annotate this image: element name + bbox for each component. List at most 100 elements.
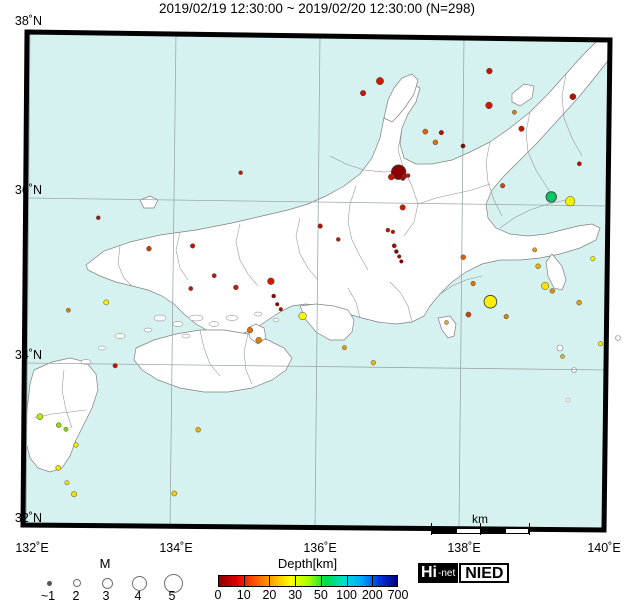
epicenter-marker[interactable] (146, 246, 152, 252)
epicenter-marker[interactable] (405, 173, 411, 178)
epicenter-marker[interactable] (211, 273, 217, 279)
epicenter-marker[interactable] (275, 302, 280, 307)
epicenter-marker[interactable] (518, 125, 525, 132)
epicenter-marker[interactable] (238, 170, 243, 175)
epicenter-markers[interactable] (36, 67, 604, 498)
epicenter-marker[interactable] (485, 101, 493, 110)
epicenter-marker[interactable] (432, 139, 439, 146)
epicenter-marker[interactable] (503, 314, 509, 320)
epicenter-marker[interactable] (394, 249, 399, 254)
epicenter-marker[interactable] (549, 288, 556, 294)
map-canvas[interactable] (0, 18, 634, 535)
magnitude-legend-symbol (101, 577, 113, 589)
seismicity-map[interactable]: km 0 50 100 38˚N 36˚N 34˚N 32˚N (0, 14, 634, 535)
epicenter-marker[interactable] (535, 263, 541, 269)
epicenter-marker[interactable] (317, 223, 323, 229)
epicenter-marker[interactable] (438, 130, 444, 136)
ytick-34n: 34˚N (14, 348, 42, 362)
depth-colorbar-tick (320, 575, 322, 587)
epicenter-marker[interactable] (73, 442, 79, 448)
epicenter-marker[interactable] (342, 345, 347, 350)
epicenter-marker[interactable] (397, 254, 402, 259)
depth-legend: Depth[km] 0 10 20 30 50 100 200 700 (205, 556, 410, 605)
magnitude-legend-label: 2 (72, 589, 80, 603)
epicenter-marker[interactable] (541, 282, 550, 290)
epicenter-marker[interactable] (565, 196, 576, 207)
epicenter-marker[interactable] (63, 426, 69, 432)
magnitude-legend-title: M (99, 556, 111, 571)
xtick-140e: 140˚E (587, 541, 621, 555)
epicenter-marker[interactable] (103, 299, 110, 306)
epicenter-marker[interactable] (255, 336, 262, 344)
epicenter-marker[interactable] (569, 93, 577, 101)
epicenter-marker[interactable] (336, 237, 341, 242)
epicenter-marker[interactable] (360, 90, 367, 97)
epicenter-marker[interactable] (36, 413, 44, 421)
logo-nied-text: NIED (459, 563, 510, 583)
epicenter-marker[interactable] (247, 327, 254, 334)
epicenter-marker[interactable] (190, 243, 196, 249)
epicenter-marker[interactable] (195, 427, 201, 433)
epicenter-marker[interactable] (460, 143, 466, 149)
depth-colorbar-label: 200 (361, 588, 383, 602)
map-frame (20, 29, 613, 533)
magnitude-legend-label: 5 (168, 589, 176, 603)
epicenter-marker[interactable] (545, 191, 557, 203)
epicenter-marker[interactable] (96, 215, 101, 220)
xtick-132e: 132˚E (15, 541, 49, 555)
epicenter-marker[interactable] (399, 259, 404, 264)
depth-colorbar-label: 0 (214, 588, 222, 602)
magnitude-legend-symbol (46, 580, 52, 586)
epicenter-marker[interactable] (470, 280, 476, 287)
magnitude-legend: M ~1 2 3 4 5 (30, 556, 183, 605)
epicenter-marker[interactable] (500, 183, 506, 189)
epicenter-marker[interactable] (422, 128, 429, 135)
scale-bar: km 0 50 100 (426, 512, 534, 535)
epicenter-marker[interactable] (188, 286, 194, 291)
epicenter-marker[interactable] (465, 311, 472, 318)
epicenter-marker[interactable] (171, 490, 178, 497)
epicenter-marker[interactable] (391, 243, 397, 249)
epicenter-marker[interactable] (385, 227, 391, 233)
epicenter-marker[interactable] (278, 307, 283, 312)
epicenter-marker[interactable] (267, 277, 275, 285)
depth-colorbar-tick (346, 575, 348, 587)
epicenter-marker[interactable] (390, 229, 395, 234)
xtick-136e: 136˚E (303, 541, 337, 555)
epicenter-marker[interactable] (560, 354, 565, 359)
epicenter-marker[interactable] (66, 307, 71, 313)
depth-colorbar-tick (295, 575, 297, 587)
epicenter-marker[interactable] (576, 161, 582, 167)
epicenter-marker[interactable] (370, 360, 376, 366)
epicenter-marker[interactable] (576, 299, 582, 306)
epicenter-marker[interactable] (597, 341, 604, 347)
xtick-134e: 134˚E (159, 541, 193, 555)
epicenter-marker[interactable] (400, 176, 406, 181)
epicenter-marker[interactable] (55, 464, 62, 471)
prefecture-boundaries (33, 73, 583, 429)
epicenter-marker[interactable] (532, 247, 538, 253)
inland-sea-islets (80, 311, 280, 365)
epicenter-marker[interactable] (483, 294, 498, 309)
epicenter-marker[interactable] (486, 67, 493, 75)
epicenter-marker[interactable] (388, 173, 395, 181)
magnitude-legend-symbol (163, 573, 183, 593)
epicenter-marker[interactable] (233, 284, 239, 291)
epicenter-marker[interactable] (590, 256, 596, 262)
magnitude-legend-label: ~1 (40, 589, 56, 603)
epicenter-marker[interactable] (56, 422, 62, 428)
epicenter-marker[interactable] (460, 254, 466, 260)
epicenter-marker[interactable] (376, 77, 384, 85)
epicenter-marker[interactable] (399, 204, 406, 211)
magnitude-legend-symbol (73, 579, 81, 587)
epicenter-marker[interactable] (271, 293, 276, 299)
epicenter-marker[interactable] (298, 311, 307, 321)
epicenter-marker[interactable] (512, 109, 517, 115)
land-polygons (25, 39, 621, 473)
epicenter-marker[interactable] (112, 363, 118, 369)
depth-colorbar-label: 50 (313, 588, 328, 602)
epicenter-marker[interactable] (71, 491, 78, 498)
epicenter-marker[interactable] (64, 480, 70, 486)
depth-legend-title: Depth[km] (277, 556, 338, 571)
epicenter-marker[interactable] (444, 320, 449, 325)
